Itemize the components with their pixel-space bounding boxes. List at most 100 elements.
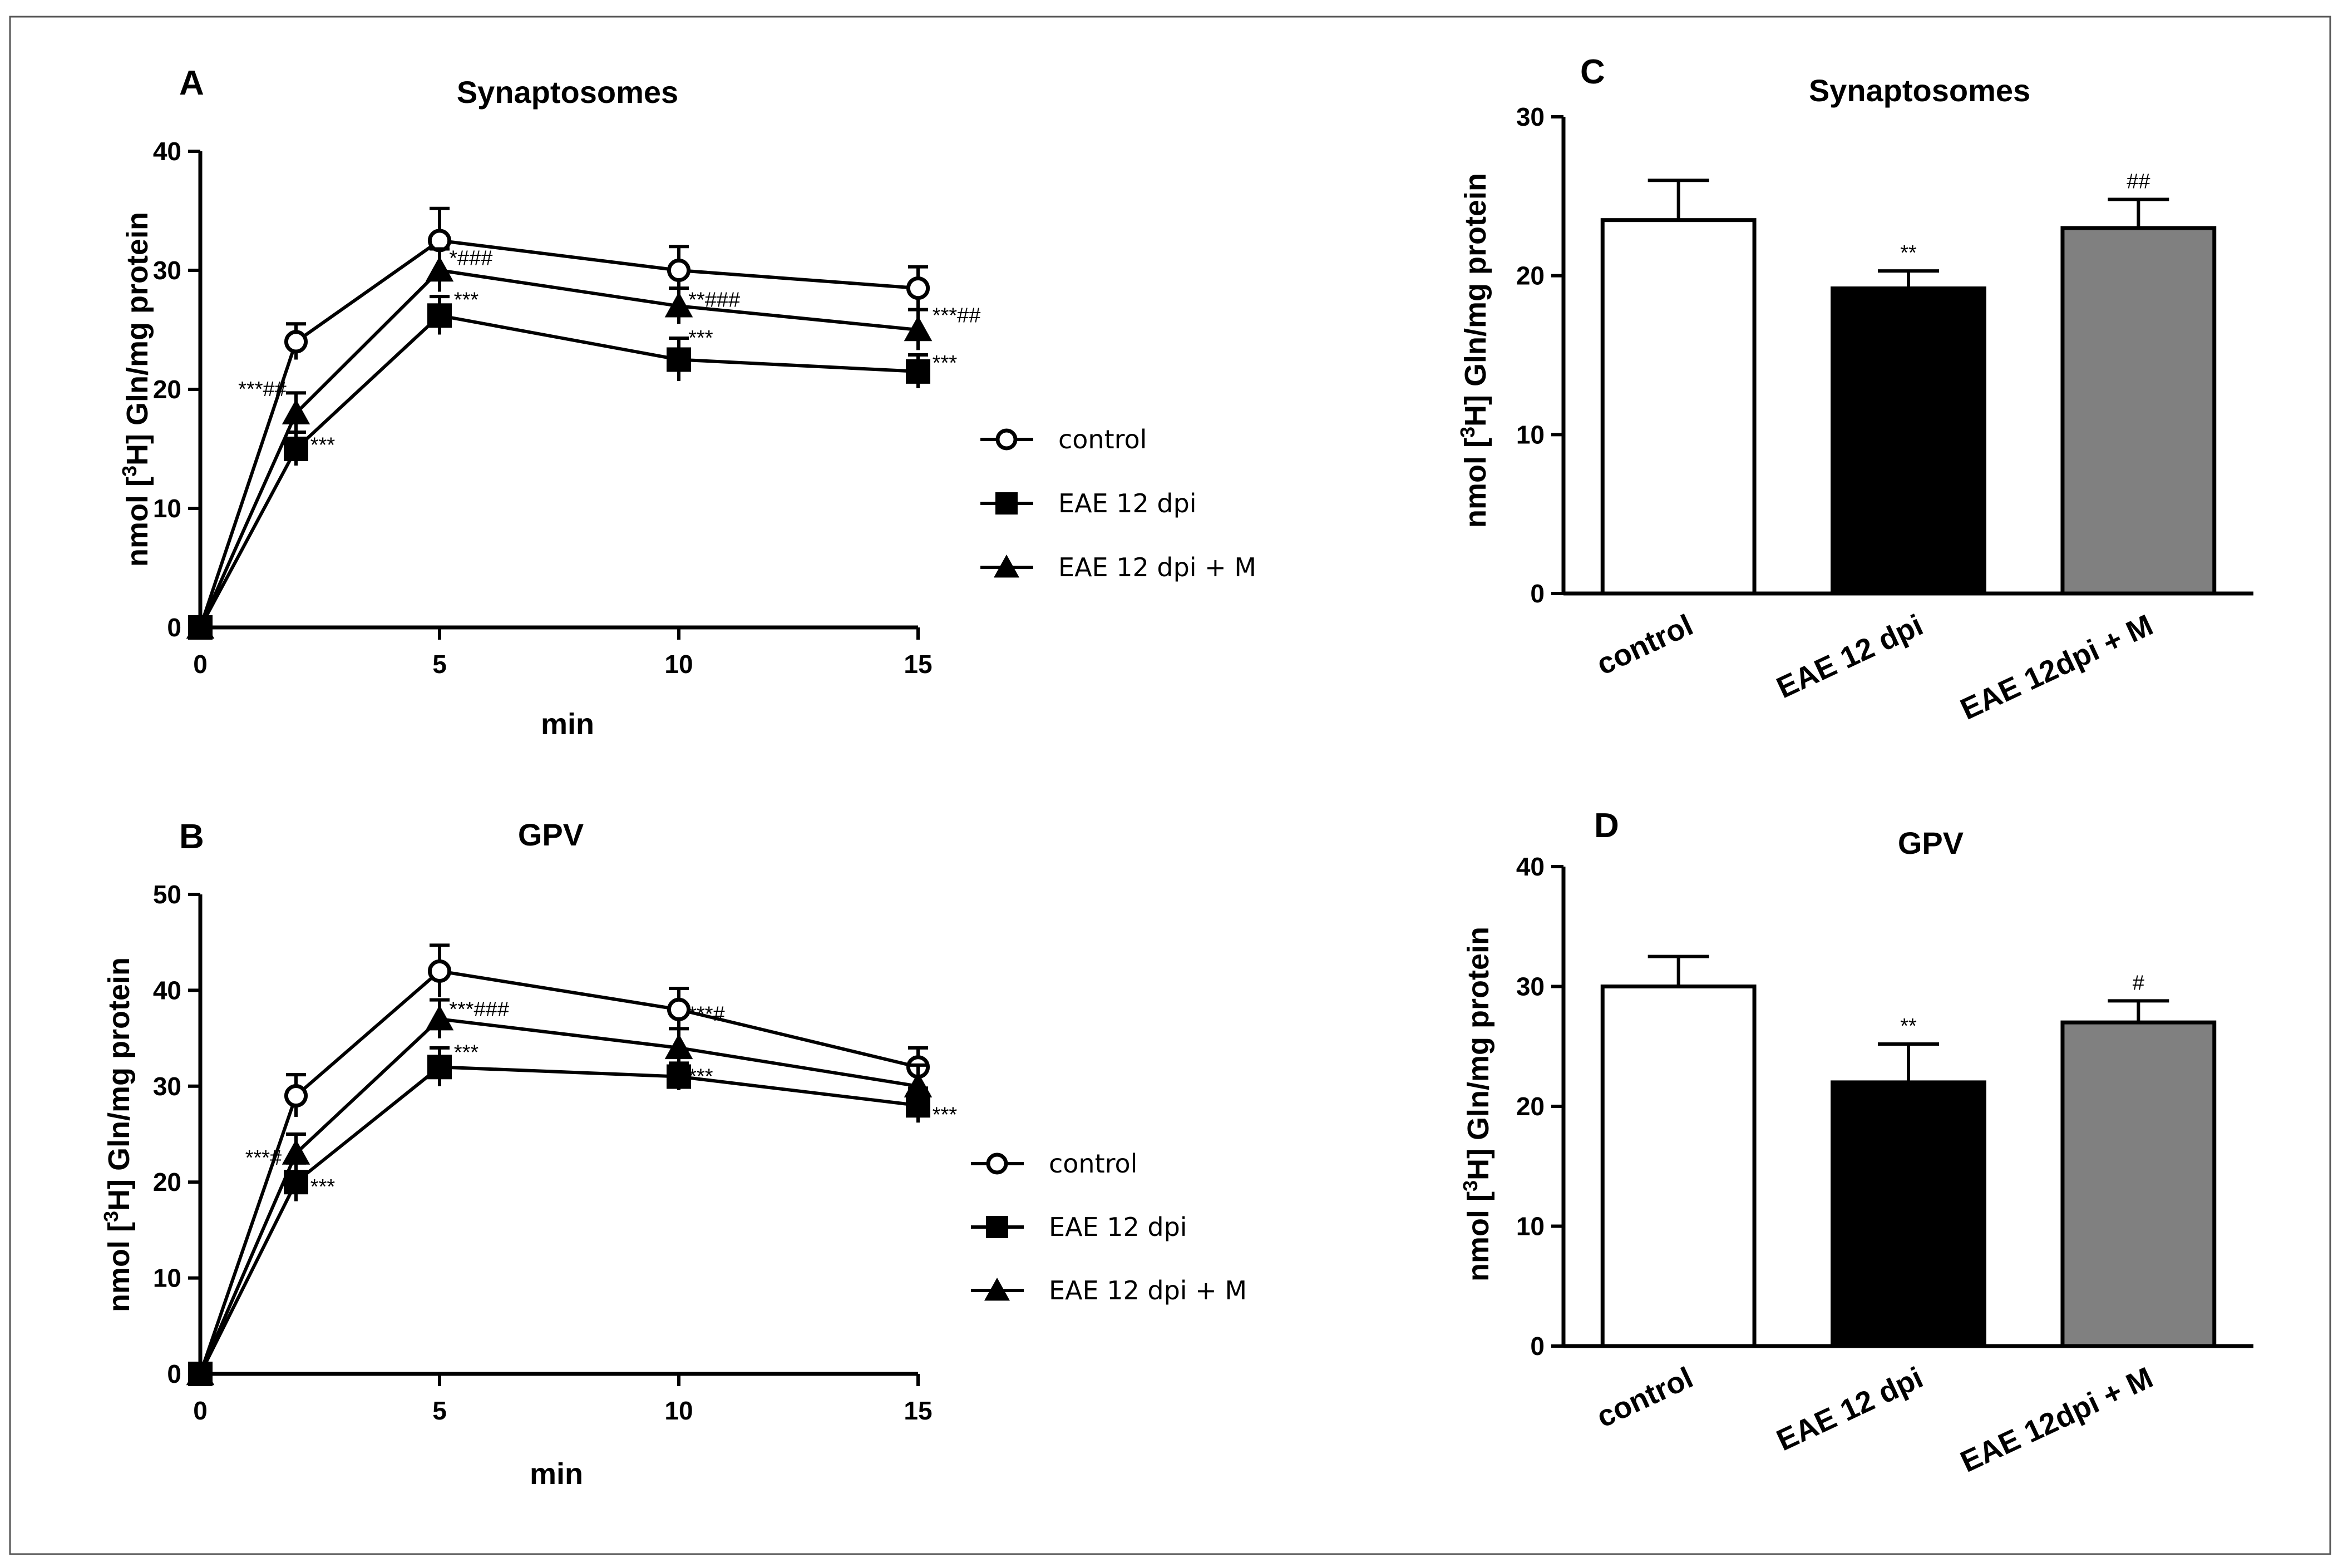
data-point [284, 1084, 308, 1108]
data-point [906, 276, 930, 300]
significance-label: *** [454, 1041, 479, 1064]
data-point [667, 347, 691, 372]
y-tick-label: 10 [153, 1264, 181, 1293]
panel-letter-b: B [179, 818, 204, 856]
legend-label: control [1058, 424, 1147, 454]
significance-label: *** [310, 434, 336, 457]
significance-label: ***## [238, 378, 287, 401]
significance-label: *** [688, 327, 713, 350]
significance-label: *** [688, 1065, 713, 1089]
panel-d-title: GPV [1898, 825, 1964, 860]
legend-marker [984, 1278, 1010, 1301]
legend-label: control [1049, 1149, 1137, 1179]
panel-a: A Synaptosomes min nmol [3H] Gln/mg prot… [118, 64, 1257, 741]
y-tick-label: 10 [153, 494, 181, 523]
x-tick-label: 5 [432, 1396, 447, 1425]
series-control [188, 206, 930, 640]
significance-label: ** [1900, 241, 1917, 265]
legend-marker [995, 492, 1018, 515]
series-eae-12-dpi-m [186, 247, 933, 639]
y-tick-label: 50 [153, 880, 181, 909]
data-point [284, 437, 308, 461]
significance-label: ***## [933, 304, 981, 327]
data-point [904, 1072, 933, 1098]
bar [1831, 1080, 1986, 1348]
significance-label: ***# [688, 1003, 725, 1026]
panel-a-x-axis-label: min [541, 708, 594, 741]
x-tick-label: 15 [904, 650, 932, 679]
significance-label: ***### [449, 998, 509, 1021]
panel-b-legend: control EAE 12 dpi EAE 12 dpi + M [971, 1149, 1247, 1305]
legend-label: EAE 12 dpi + M [1058, 552, 1256, 582]
x-tick-label: 0 [193, 650, 208, 679]
data-point [664, 1033, 693, 1060]
y-tick-label: 30 [1516, 102, 1545, 131]
y-tick-label: 30 [1516, 972, 1545, 1001]
significance-label: *** [310, 1175, 336, 1199]
data-point [667, 258, 691, 283]
x-tick-label: 0 [193, 1396, 208, 1425]
panel-b-plot-area: 0 10 20 30 40 50 0 5 10 15 ***# *** ***### *** ***# ***… [153, 880, 958, 1425]
significance-label: *** [454, 289, 479, 312]
legend-item-eae-12-dpi-m: EAE 12 dpi + M [980, 552, 1256, 582]
bar [1831, 286, 1986, 596]
y-tick-label: 40 [153, 976, 181, 1005]
bar [2060, 226, 2217, 596]
data-point [906, 359, 930, 384]
y-tick-label: 30 [153, 1072, 181, 1101]
y-tick-label: 0 [167, 613, 181, 642]
panel-c-title: Synaptosomes [1809, 73, 2030, 108]
significance-label: # [2133, 971, 2144, 995]
data-point [427, 1055, 452, 1080]
significance-label: ***# [245, 1146, 282, 1170]
significance-label: *** [933, 352, 958, 375]
data-point [186, 1359, 215, 1386]
data-point [284, 330, 308, 354]
panel-a-plot-area: 0 10 20 30 40 0 5 10 15 ***## *** *### *** **### *** **… [153, 137, 981, 679]
data-point [667, 1064, 691, 1089]
significance-label: ## [2127, 170, 2150, 194]
data-point [282, 1139, 310, 1165]
legend-item-eae-12-dpi: EAE 12 dpi [980, 488, 1197, 518]
panel-b: B GPV min nmol [3H] Gln/mg protein 0 10 20… [100, 817, 1247, 1491]
y-tick-label: 10 [1516, 1212, 1545, 1241]
y-tick-label: 10 [1516, 420, 1545, 449]
bar [1600, 985, 1757, 1348]
panel-b-y-axis-label: nmol [3H] Gln/mg protein [100, 957, 136, 1312]
legend-label: EAE 12 dpi [1049, 1212, 1187, 1242]
data-point [667, 997, 691, 1021]
panel-b-title: GPV [518, 817, 584, 852]
legend-marker [994, 555, 1019, 578]
data-point [282, 399, 310, 425]
legend-marker [986, 1216, 1008, 1238]
data-point [186, 613, 215, 639]
panel-a-legend: control EAE 12 dpi EAE 12 dpi + M [980, 424, 1256, 582]
x-tick-label: 15 [904, 1396, 932, 1425]
y-tick-label: 0 [167, 1359, 181, 1388]
bar [1600, 218, 1757, 596]
legend-item-eae-12-dpi: EAE 12 dpi [971, 1212, 1187, 1242]
y-tick-label: 30 [153, 256, 181, 285]
panel-letter-c: C [1580, 53, 1605, 91]
y-tick-label: 20 [1516, 261, 1545, 290]
data-point [425, 1005, 454, 1031]
y-tick-label: 0 [1530, 579, 1545, 608]
y-tick-label: 20 [1516, 1092, 1545, 1121]
panel-letter-a: A [179, 64, 204, 102]
y-tick-label: 0 [1530, 1332, 1545, 1361]
data-point [425, 256, 454, 282]
legend-item-control: control [980, 424, 1147, 454]
legend-marker [995, 428, 1018, 451]
significance-label: **### [688, 289, 740, 312]
y-tick-label: 40 [153, 137, 181, 166]
panel-a-title: Synaptosomes [457, 75, 678, 110]
series-eae-12-dpi-m [186, 998, 933, 1386]
y-tick-label: 20 [153, 375, 181, 404]
legend-label: EAE 12 dpi [1058, 488, 1197, 518]
panel-d-y-axis-label: nmol [3H] Gln/mg protein [1459, 927, 1496, 1282]
panel-letter-d: D [1594, 807, 1619, 845]
panel-b-x-axis-label: min [530, 1457, 583, 1491]
y-tick-label: 40 [1516, 852, 1545, 881]
significance-label: *** [933, 1104, 958, 1127]
